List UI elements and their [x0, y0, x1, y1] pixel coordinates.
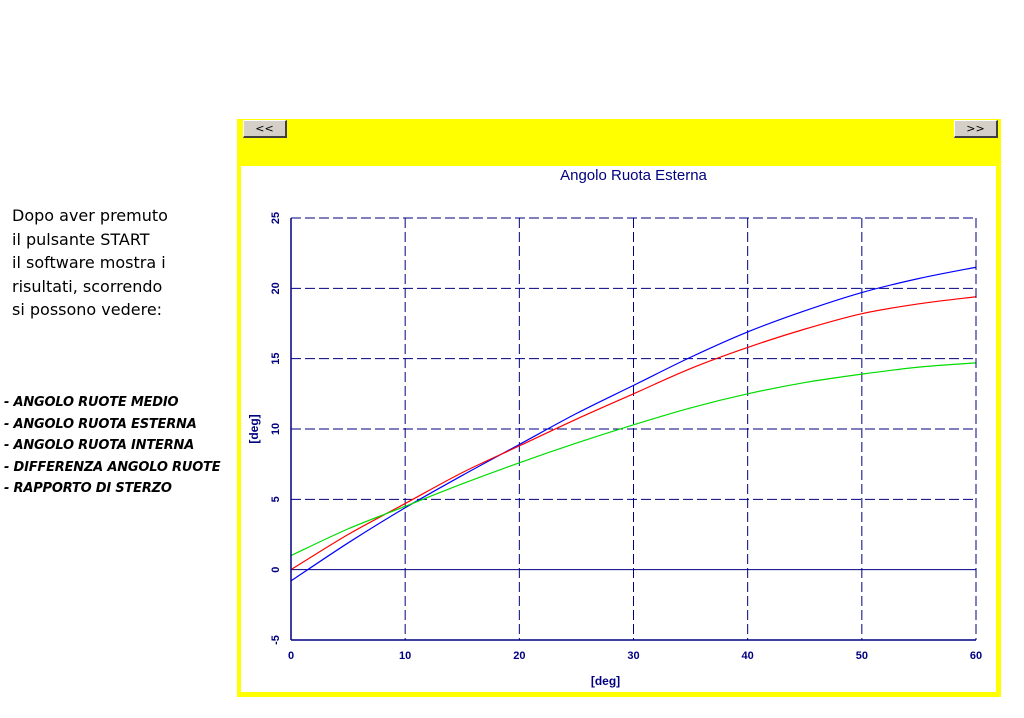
axis-layer	[290, 217, 977, 641]
grid-layer	[291, 218, 976, 640]
results-window: << >> 0 10 20 30 40 50 60 -5 0 5 10 15 20 25 Angolo Ru…	[237, 119, 1001, 697]
intro-line: si possono vedere:	[12, 300, 163, 319]
intro-line: risultati, scorrendo	[12, 276, 163, 296]
x-axis-label: [deg]	[591, 674, 620, 688]
y-tick-label: -5	[270, 635, 282, 645]
list-item: - ANGOLO RUOTA INTERNA	[4, 438, 195, 453]
x-tick-label: 30	[627, 650, 639, 662]
y-tick-label: 20	[270, 282, 282, 294]
series-line-3	[290, 362, 977, 557]
line-chart: 0 10 20 30 40 50 60 -5 0 5 10 15 20 25 Angolo Ruota Es…	[247, 167, 982, 688]
x-tick-label: 50	[856, 650, 868, 662]
list-item: - ANGOLO RUOTA ESTERNA	[4, 416, 197, 432]
intro-line: il pulsante START	[12, 229, 150, 249]
y-tick-label: 25	[270, 212, 282, 224]
y-tick-label: 0	[270, 567, 282, 573]
chart-panel: 0 10 20 30 40 50 60 -5 0 5 10 15 20 25 Angolo Ruota Es…	[241, 166, 996, 692]
list-item: - DIFFERENZA ANGOLO RUOTE	[4, 459, 221, 475]
x-tick-label: 60	[970, 650, 982, 662]
x-tick-label: 10	[399, 650, 411, 662]
previous-button[interactable]: <<	[243, 120, 287, 138]
y-tick-label: 15	[270, 353, 282, 365]
intro-line: il software mostra i	[12, 253, 166, 272]
x-tick-label: 20	[513, 650, 525, 662]
y-tick-label: 5	[270, 496, 282, 502]
y-tick-label: 10	[270, 423, 282, 435]
series-line-1	[290, 266, 977, 582]
y-axis-label: [deg]	[247, 414, 261, 443]
results-list: - ANGOLO RUOTE MEDIO - ANGOLO RUOTA ESTE…	[4, 392, 236, 500]
x-tick-label: 40	[742, 650, 754, 662]
intro-text: Dopo aver premuto il pulsante START il s…	[12, 204, 232, 322]
label-layer: 0 10 20 30 40 50 60 -5 0 5 10 15 20 25 Angolo Ruota Es…	[247, 167, 982, 688]
series-layer	[290, 266, 977, 582]
series-line-2	[290, 296, 977, 571]
x-tick-label: 0	[288, 650, 294, 662]
intro-line: Dopo aver premuto	[12, 206, 168, 225]
list-item: - RAPPORTO DI STERZO	[4, 481, 172, 496]
list-item: - ANGOLO RUOTE MEDIO	[4, 395, 179, 410]
chart-title: Angolo Ruota Esterna	[560, 167, 707, 184]
next-button[interactable]: >>	[954, 120, 998, 138]
